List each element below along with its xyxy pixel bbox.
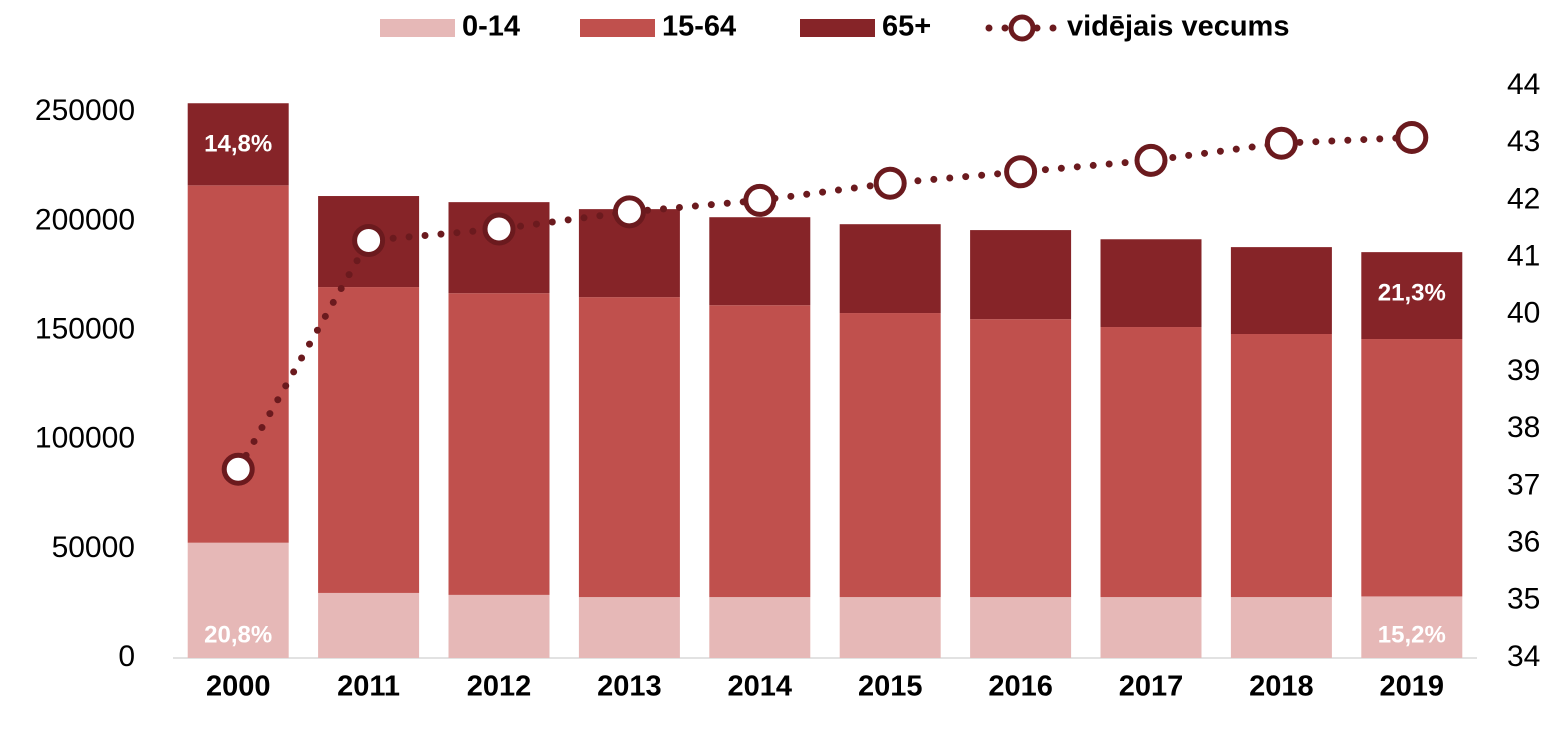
bar-segment [1361, 252, 1463, 340]
bar-segment [187, 103, 289, 186]
percent-label: 20,8% [204, 621, 272, 648]
y2-tick-label: 43 [1507, 125, 1540, 158]
line-marker [743, 183, 777, 217]
line-marker [873, 166, 907, 200]
x-tick-label: 2015 [858, 671, 923, 703]
x-tick-label: 2013 [597, 671, 662, 703]
bar-segment [1100, 239, 1202, 328]
line-marker [1134, 143, 1168, 177]
line [234, 133, 1416, 473]
bar-segment [578, 297, 680, 598]
y-tick-label: 0 [118, 640, 135, 673]
x-tick-label: 2016 [988, 671, 1053, 703]
line-marker [352, 223, 386, 257]
legend-swatch [800, 19, 875, 37]
x-tick-label: 2011 [337, 671, 400, 703]
y2-tick-label: 41 [1507, 240, 1540, 273]
bar-segment [709, 597, 811, 658]
y2-tick-label: 37 [1507, 468, 1540, 501]
percent-label: 14,8% [204, 131, 272, 158]
x-tick-label: 2014 [728, 671, 793, 703]
percent-label: 21,3% [1378, 279, 1446, 306]
bar-segment [1100, 327, 1202, 598]
line-marker [221, 452, 255, 486]
bar-segment [839, 597, 941, 658]
y2-tick-label: 34 [1507, 640, 1540, 673]
y2-tick-label: 35 [1507, 583, 1540, 616]
bar-segment [839, 313, 941, 598]
y2-tick-label: 38 [1507, 411, 1540, 444]
line-marker [1264, 126, 1298, 160]
legend-swatch [580, 19, 655, 37]
legend-label: 15-64 [662, 11, 736, 43]
line-marker [482, 212, 516, 246]
bar-segment [970, 319, 1072, 598]
legend-label: 0-14 [462, 11, 520, 43]
bar-segment [709, 217, 811, 306]
line-marker [1004, 155, 1038, 189]
bar-segment [448, 594, 550, 658]
x-tick-label: 2019 [1380, 671, 1445, 703]
legend-swatch [380, 19, 455, 37]
legend-label: 65+ [882, 11, 931, 43]
y-tick-label: 250000 [35, 94, 135, 127]
x-tick-label: 2017 [1119, 671, 1184, 703]
line-marker [1395, 120, 1429, 154]
y2-tick-label: 36 [1507, 526, 1540, 559]
x-tick-label: 2018 [1249, 671, 1314, 703]
x-tick-label: 2000 [206, 671, 271, 703]
y2-tick-label: 44 [1507, 68, 1540, 101]
y2-tick-label: 39 [1507, 354, 1540, 387]
y2-tick-label: 42 [1507, 182, 1540, 215]
bar-segment [448, 293, 550, 595]
bar-segment [187, 542, 289, 658]
bar-segment [839, 224, 941, 314]
bar-segment [578, 597, 680, 658]
bar-segment [187, 185, 289, 543]
y-tick-label: 50000 [52, 531, 135, 564]
y-tick-label: 150000 [35, 312, 135, 345]
y2-tick-label: 40 [1507, 297, 1540, 330]
y-tick-label: 200000 [35, 203, 135, 236]
bar-segment [318, 592, 420, 658]
bar-segment [1230, 247, 1332, 335]
bar-segment [709, 305, 811, 598]
legend-label: vidējais vecums [1067, 11, 1289, 43]
y-tick-label: 100000 [35, 422, 135, 455]
percent-label: 15,2% [1378, 621, 1446, 648]
bar-segment [1100, 597, 1202, 658]
bar-segment [318, 287, 420, 593]
line-marker [612, 195, 646, 229]
x-tick-label: 2012 [467, 671, 532, 703]
bar-segment [1361, 596, 1463, 658]
bar-segment [970, 230, 1072, 320]
bar-segment [970, 597, 1072, 658]
bar-segment [1230, 597, 1332, 658]
bar-segment [1230, 334, 1332, 598]
bar-segment [1361, 339, 1463, 597]
legend-marker [1008, 14, 1036, 42]
